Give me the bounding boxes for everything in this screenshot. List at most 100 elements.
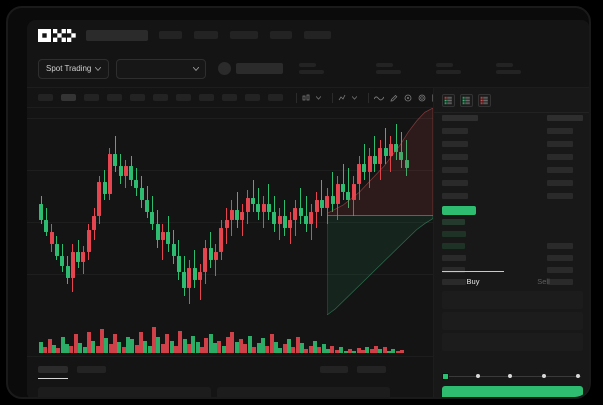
- buy-tab-underline: [442, 271, 504, 272]
- amount-field[interactable]: [442, 312, 583, 330]
- timeframe-10[interactable]: [245, 94, 260, 101]
- nav-item-5[interactable]: [304, 31, 331, 39]
- orderbook-bid-row[interactable]: [442, 255, 466, 261]
- orderbook-bid-row[interactable]: [442, 231, 466, 237]
- candle: [330, 120, 335, 320]
- orderbook-ask-size[interactable]: [547, 128, 573, 134]
- orderbook-bid-row[interactable]: [442, 279, 466, 285]
- volume-bar: [117, 341, 122, 353]
- timeframe-9[interactable]: [222, 94, 237, 101]
- orderbook-bid-row[interactable]: [442, 219, 465, 225]
- settings-icon[interactable]: [418, 94, 426, 102]
- nav-item-3[interactable]: [230, 31, 258, 39]
- volume-bar: [291, 346, 296, 353]
- orderbook-bid-size[interactable]: [547, 243, 573, 249]
- volume-bar: [121, 346, 126, 353]
- orderbook-ask-size[interactable]: [547, 180, 573, 186]
- volume-bar: [78, 343, 83, 353]
- submit-order-button[interactable]: [442, 386, 583, 397]
- orderbook-both-icon[interactable]: [442, 94, 455, 107]
- orderbook-header-left[interactable]: [442, 115, 478, 121]
- indicators-icon[interactable]: [338, 94, 346, 102]
- bottom-action-2[interactable]: [357, 366, 386, 373]
- orderbook-ask-size[interactable]: [547, 167, 573, 173]
- timeframe-2-active[interactable]: [61, 94, 76, 101]
- candlestick-icon[interactable]: [302, 94, 310, 102]
- candle: [39, 120, 43, 320]
- tab-order-history[interactable]: [77, 366, 106, 373]
- price-chart[interactable]: [27, 108, 433, 356]
- volume-bar: [330, 346, 335, 353]
- orderbook-ask-row[interactable]: [442, 154, 468, 160]
- nav-item-2[interactable]: [194, 31, 218, 39]
- timeframe-11[interactable]: [268, 94, 283, 101]
- volume-bar: [60, 336, 65, 353]
- orderbook-bid-size[interactable]: [547, 279, 573, 285]
- candle: [118, 120, 123, 320]
- volume-bar: [204, 338, 209, 353]
- orderbook-ask-row[interactable]: [442, 141, 468, 147]
- trading-mode-button[interactable]: Spot Trading: [38, 58, 110, 79]
- timeframe-1[interactable]: [38, 94, 53, 101]
- line-chart-icon[interactable]: [374, 94, 384, 102]
- volume-bar: [369, 349, 374, 353]
- orderbook-bid-row[interactable]: [442, 267, 465, 273]
- volume-bar: [400, 349, 405, 353]
- bottom-action-1[interactable]: [320, 366, 348, 373]
- pair-select[interactable]: [116, 58, 207, 79]
- slider-handle[interactable]: [442, 373, 449, 380]
- orderbook-asks-icon[interactable]: [478, 94, 491, 107]
- timeframe-8[interactable]: [199, 94, 214, 101]
- candle: [107, 120, 112, 320]
- buy-tab[interactable]: Buy: [442, 271, 504, 286]
- sell-tab-label: Sell: [537, 277, 550, 286]
- candle: [213, 120, 218, 320]
- orderbook-bid-size[interactable]: [547, 255, 573, 261]
- bottom-panel-right: [217, 387, 390, 397]
- total-field[interactable]: [442, 333, 583, 351]
- candle: [309, 120, 314, 320]
- slider-stop-100[interactable]: [576, 374, 580, 378]
- timeframe-3[interactable]: [84, 94, 99, 101]
- orderbook-ask-row[interactable]: [442, 193, 468, 199]
- slider-stop-75[interactable]: [542, 374, 546, 378]
- slider-stop-25[interactable]: [476, 374, 480, 378]
- price-field[interactable]: [442, 291, 583, 309]
- magnet-icon[interactable]: [404, 94, 412, 102]
- volume-bar: [273, 341, 278, 353]
- device-bezel: Spot Trading: [6, 6, 591, 399]
- volume-bar: [308, 345, 313, 353]
- orderbook-ask-row[interactable]: [442, 128, 468, 134]
- okx-logo-icon[interactable]: [38, 28, 76, 42]
- chevron-down-icon[interactable]: [316, 95, 321, 100]
- orderbook-ask-size[interactable]: [547, 141, 573, 147]
- volume-bar: [130, 339, 135, 353]
- pencil-icon[interactable]: [390, 94, 398, 102]
- last-price-row[interactable]: [442, 206, 476, 215]
- orderbook-bid-size[interactable]: [547, 267, 573, 273]
- volume-bar: [191, 335, 196, 353]
- chart-gridline: [27, 274, 433, 275]
- timeframe-7[interactable]: [176, 94, 191, 101]
- orderbook-bids-icon[interactable]: [460, 94, 473, 107]
- orderbook-ask-size[interactable]: [547, 154, 573, 160]
- nav-item-4[interactable]: [270, 31, 292, 39]
- orders-panel: [27, 356, 433, 397]
- chevron-down-icon[interactable]: [352, 95, 357, 100]
- orderbook-ask-row[interactable]: [442, 167, 468, 173]
- global-search-input[interactable]: [86, 29, 148, 41]
- orderbook-ask-row[interactable]: [442, 180, 468, 186]
- orderbook-ask-size[interactable]: [547, 193, 573, 199]
- sell-tab[interactable]: Sell: [504, 271, 583, 286]
- slider-stop-50[interactable]: [508, 374, 512, 378]
- timeframe-6[interactable]: [153, 94, 168, 101]
- chart-gridline: [27, 118, 433, 119]
- timeframe-4[interactable]: [107, 94, 122, 101]
- timeframe-5[interactable]: [130, 94, 145, 101]
- tab-open-orders[interactable]: [38, 366, 68, 373]
- orderbook-bid-row[interactable]: [442, 243, 465, 249]
- orderbook-header-right[interactable]: [547, 115, 583, 121]
- volume-bar: [334, 349, 339, 353]
- nav-item-1[interactable]: [159, 31, 182, 39]
- chevron-down-icon: [95, 66, 102, 71]
